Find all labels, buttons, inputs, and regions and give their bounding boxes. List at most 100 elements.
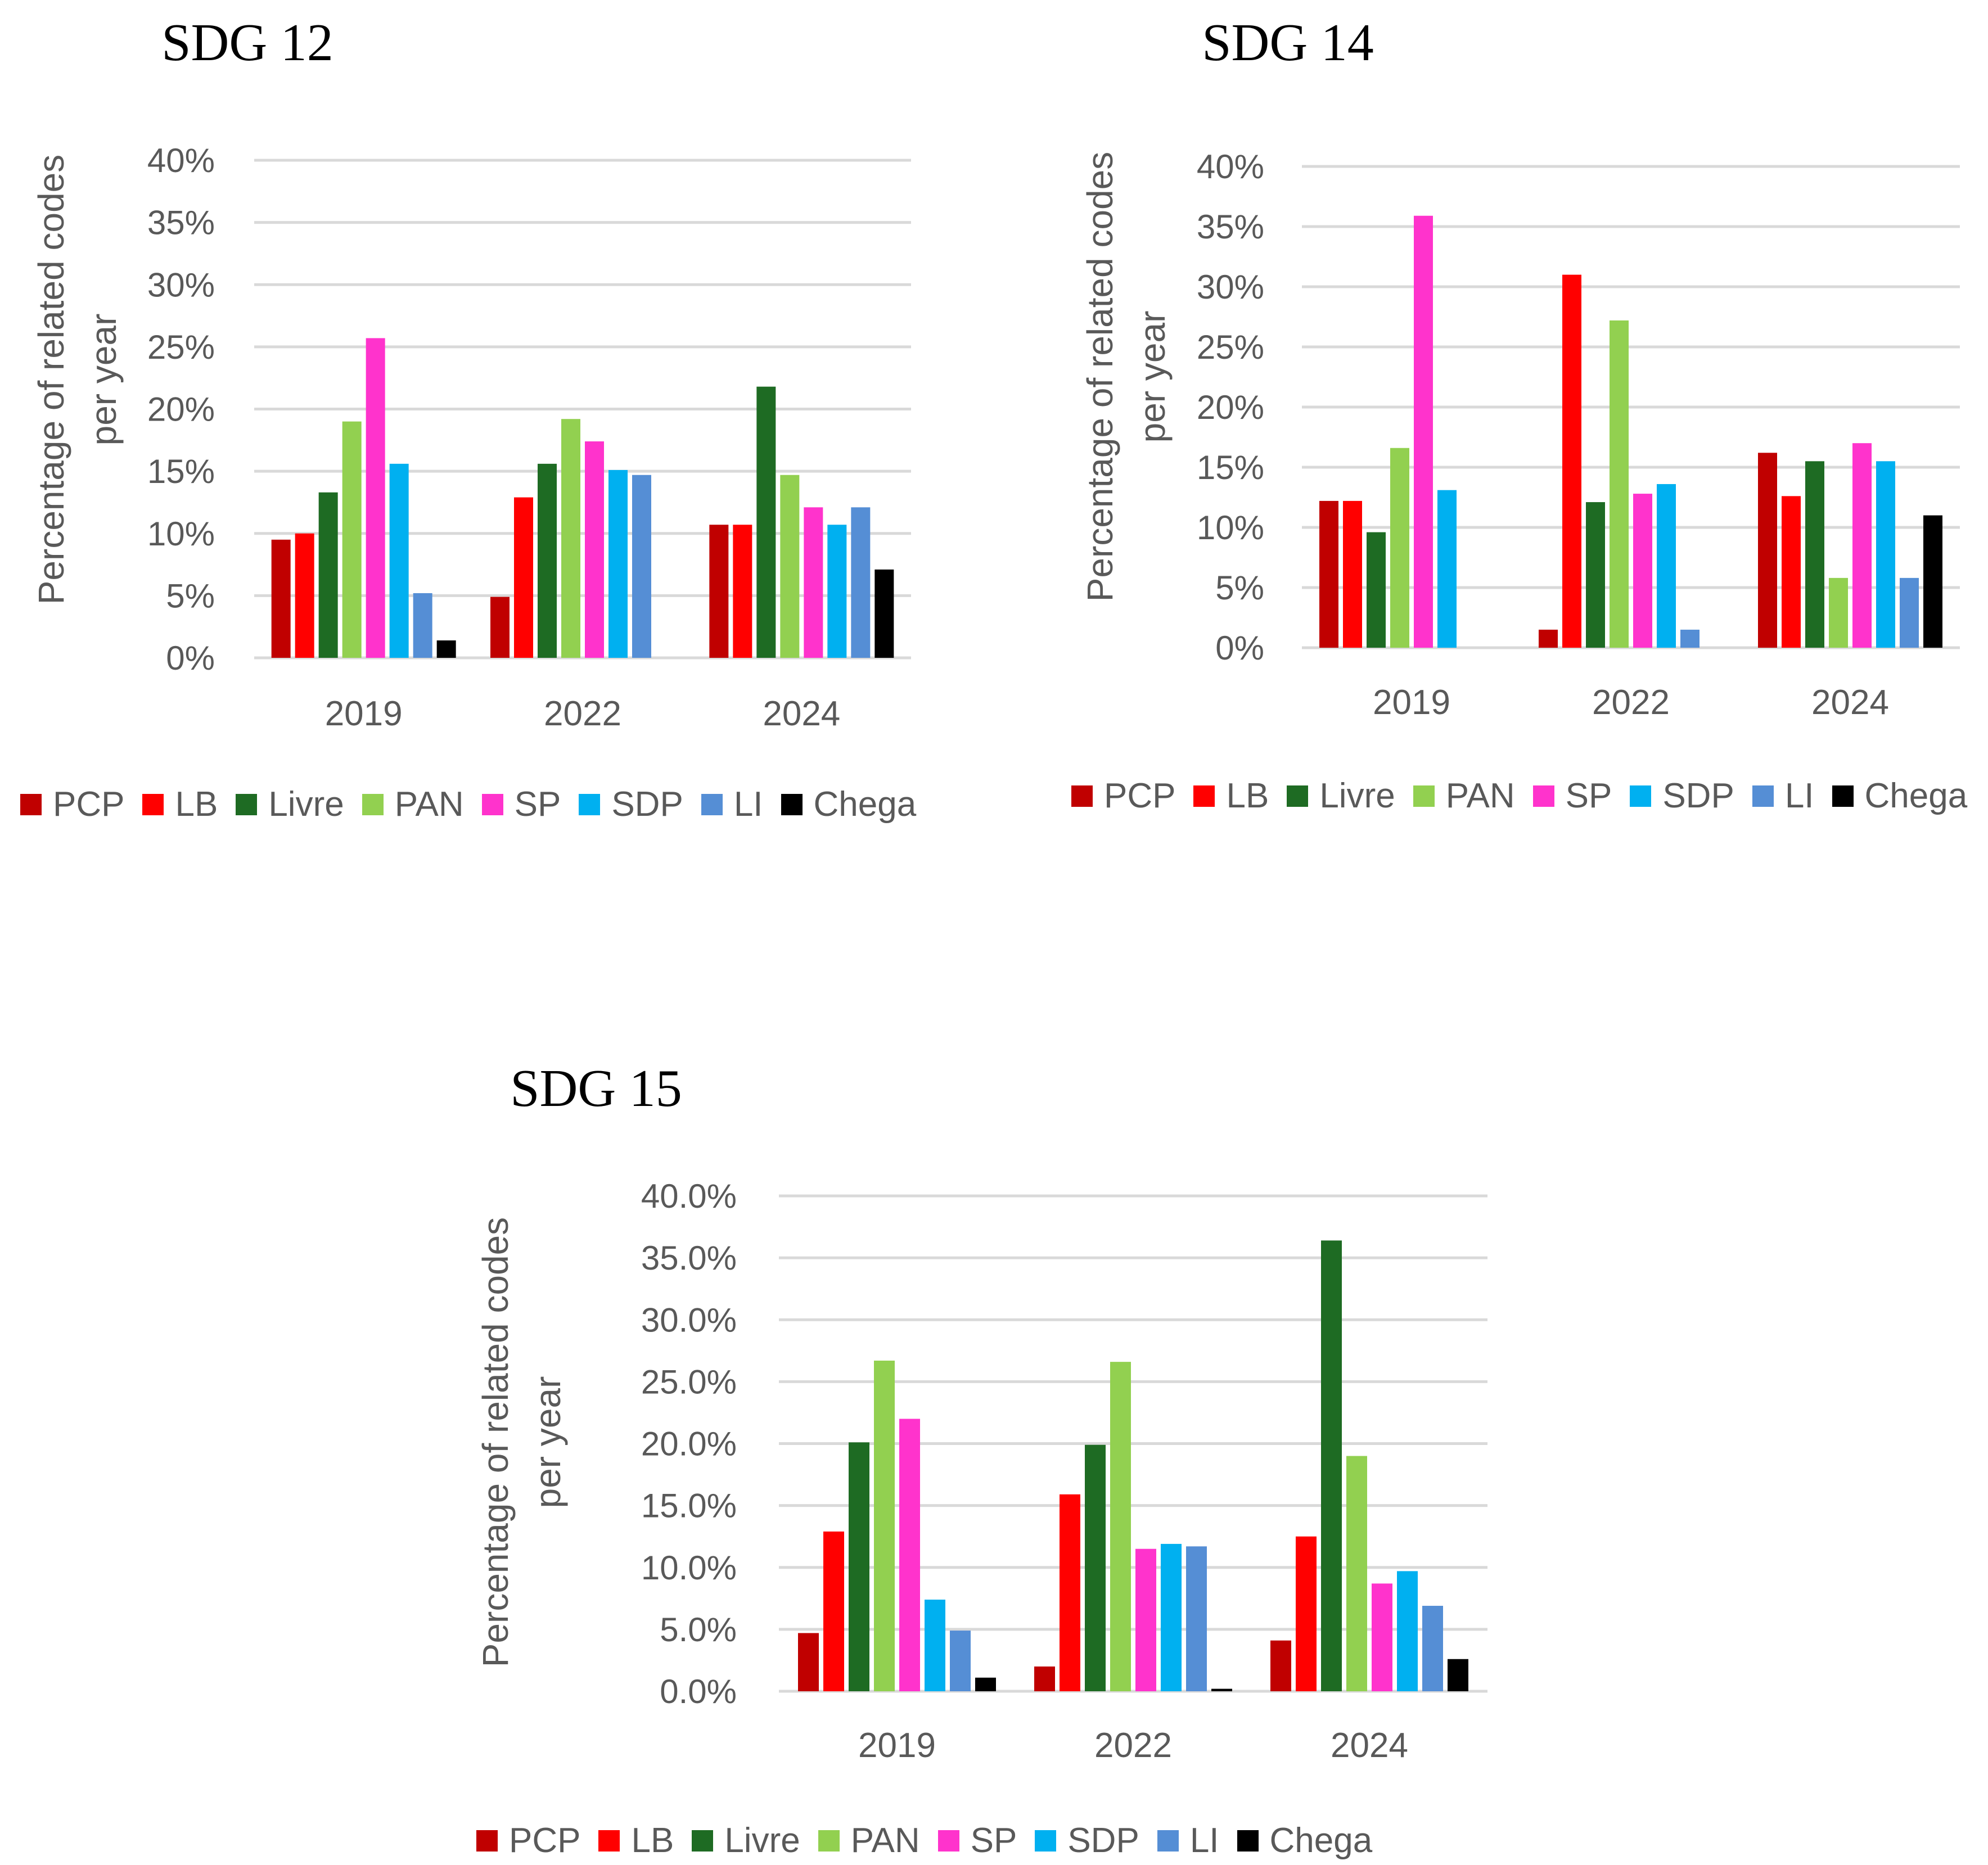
legend-label: LB — [175, 785, 218, 824]
bar-li-2022 — [632, 475, 651, 658]
bar-li-2024 — [1422, 1606, 1443, 1691]
legend-label: SDP — [611, 785, 683, 824]
bar-pan-2022 — [1610, 320, 1629, 648]
legend-swatch — [142, 793, 164, 815]
legend-swatch — [1071, 785, 1093, 807]
bar-pan-2019 — [1390, 448, 1409, 648]
legend-label: LB — [631, 1821, 674, 1860]
bar-pcp-2024 — [1758, 453, 1777, 648]
y-tick-label: 15% — [147, 453, 215, 490]
bar-li-2019 — [950, 1631, 971, 1691]
bar-pcp-2024 — [709, 525, 729, 658]
y-tick-label: 40% — [1197, 148, 1264, 186]
x-tick-label: 2024 — [1811, 683, 1889, 722]
legend-item-sdp: SDP — [1035, 1821, 1139, 1861]
legend-swatch — [1157, 1830, 1179, 1852]
y-tick-label: 20% — [147, 391, 215, 428]
bar-sdp-2024 — [1876, 461, 1895, 648]
legend-item-chega: Chega — [1237, 1821, 1372, 1861]
bar-li-2024 — [851, 507, 871, 658]
legend-swatch — [692, 1830, 714, 1852]
bar-chega-2024 — [874, 569, 894, 658]
x-tick-label: 2019 — [325, 694, 403, 733]
y-tick-label: 40.0% — [641, 1177, 737, 1215]
legend: PCP LB Livre PAN SP SDP LI Chega — [20, 784, 916, 824]
bar-pcp-2022 — [490, 597, 510, 658]
bar-chega-2019 — [436, 640, 456, 658]
bar-lb-2019 — [823, 1531, 844, 1691]
legend-item-pan: PAN — [1413, 776, 1515, 816]
legend-item-livre: Livre — [692, 1821, 800, 1861]
bar-lb-2019 — [1343, 500, 1362, 648]
legend-item-pcp: PCP — [1071, 776, 1175, 816]
bar-livre-2019 — [849, 1442, 869, 1691]
bar-chega-2019 — [975, 1677, 996, 1691]
bar-chega-2024 — [1448, 1659, 1468, 1691]
legend-item-sp: SP — [481, 784, 561, 824]
chart-sdg-15: SDG 15 Percentage of related codes per y… — [439, 1046, 1507, 1865]
bar-livre-2024 — [756, 386, 776, 658]
bar-sdp-2019 — [1437, 490, 1457, 648]
legend-swatch — [818, 1830, 840, 1852]
legend-swatch — [1413, 785, 1435, 807]
chart-sdg-14: SDG 14 Percentage of related codes per y… — [1040, 0, 1988, 855]
bar-pcp-2022 — [1539, 629, 1558, 648]
y-tick-label: 5% — [166, 577, 215, 615]
x-tick-label: 2022 — [1592, 683, 1670, 722]
legend-swatch — [1832, 785, 1854, 807]
bar-sdp-2022 — [1657, 484, 1676, 648]
legend-swatch — [1237, 1830, 1259, 1852]
legend-item-sdp: SDP — [1630, 776, 1734, 816]
legend-item-chega: Chega — [781, 784, 916, 824]
legend-item-sp: SP — [1532, 776, 1612, 816]
legend-label: SP — [1565, 776, 1612, 815]
legend-item-pcp: PCP — [476, 1821, 580, 1861]
legend-item-lb: LB — [1193, 776, 1269, 816]
legend-label: LI — [1189, 1821, 1219, 1860]
bar-pan-2019 — [874, 1360, 895, 1691]
legend-label: PAN — [850, 1821, 920, 1860]
bar-li-2024 — [1900, 577, 1919, 648]
legend-item-chega: Chega — [1832, 776, 1967, 816]
legend-label: PCP — [1104, 776, 1176, 815]
bar-pan-2022 — [561, 419, 580, 658]
x-tick-label: 2024 — [1331, 1726, 1408, 1765]
bar-sp-2024 — [1852, 443, 1872, 648]
bar-lb-2022 — [1060, 1494, 1080, 1691]
plot-area: 0% 5% 10% 15% 20% 25% 30% 35% 40% 2019 2022 2024 — [1197, 148, 1960, 722]
bar-lb-2024 — [733, 525, 752, 658]
legend-swatch — [1193, 785, 1215, 807]
legend-item-pan: PAN — [362, 784, 464, 824]
y-tick-label: 10% — [147, 515, 215, 553]
x-tick-label: 2024 — [763, 694, 840, 733]
y-tick-label: 35.0% — [641, 1239, 737, 1277]
legend-item-livre: Livre — [1287, 776, 1395, 816]
legend-item-li: LI — [701, 784, 763, 824]
bar-li-2022 — [1680, 629, 1700, 648]
bar-lb-2024 — [1296, 1536, 1317, 1691]
legend-label: SDP — [1662, 776, 1734, 815]
plot-area: 0% 5% 10% 15% 20% 25% 30% 35% 40% 2019 2022 2024 — [147, 142, 911, 733]
legend-swatch — [1035, 1830, 1057, 1852]
bar-pcp-2019 — [1319, 500, 1338, 648]
bar-pcp-2019 — [798, 1633, 819, 1691]
legend-label: LI — [733, 785, 763, 824]
legend-label: SDP — [1067, 1821, 1139, 1860]
y-tick-label: 15% — [1197, 449, 1264, 486]
y-tick-label: 30% — [1197, 268, 1264, 306]
legend-label: Livre — [724, 1821, 800, 1860]
x-tick-label: 2022 — [544, 694, 621, 733]
bar-pcp-2024 — [1270, 1640, 1291, 1691]
y-tick-label: 5.0% — [660, 1611, 737, 1649]
bar-sdp-2022 — [1161, 1543, 1182, 1691]
legend-item-livre: Livre — [236, 784, 344, 824]
legend-item-sdp: SDP — [579, 784, 683, 824]
bar-chega-2022 — [1211, 1688, 1232, 1691]
bar-pan-2019 — [342, 421, 362, 658]
y-tick-label: 35% — [147, 204, 215, 242]
legend-label: PCP — [53, 785, 125, 824]
legend-label: PAN — [394, 785, 464, 824]
y-tick-label: 0% — [166, 639, 215, 677]
bar-chega-2024 — [1923, 515, 1942, 648]
y-tick-label: 20% — [1197, 389, 1264, 426]
